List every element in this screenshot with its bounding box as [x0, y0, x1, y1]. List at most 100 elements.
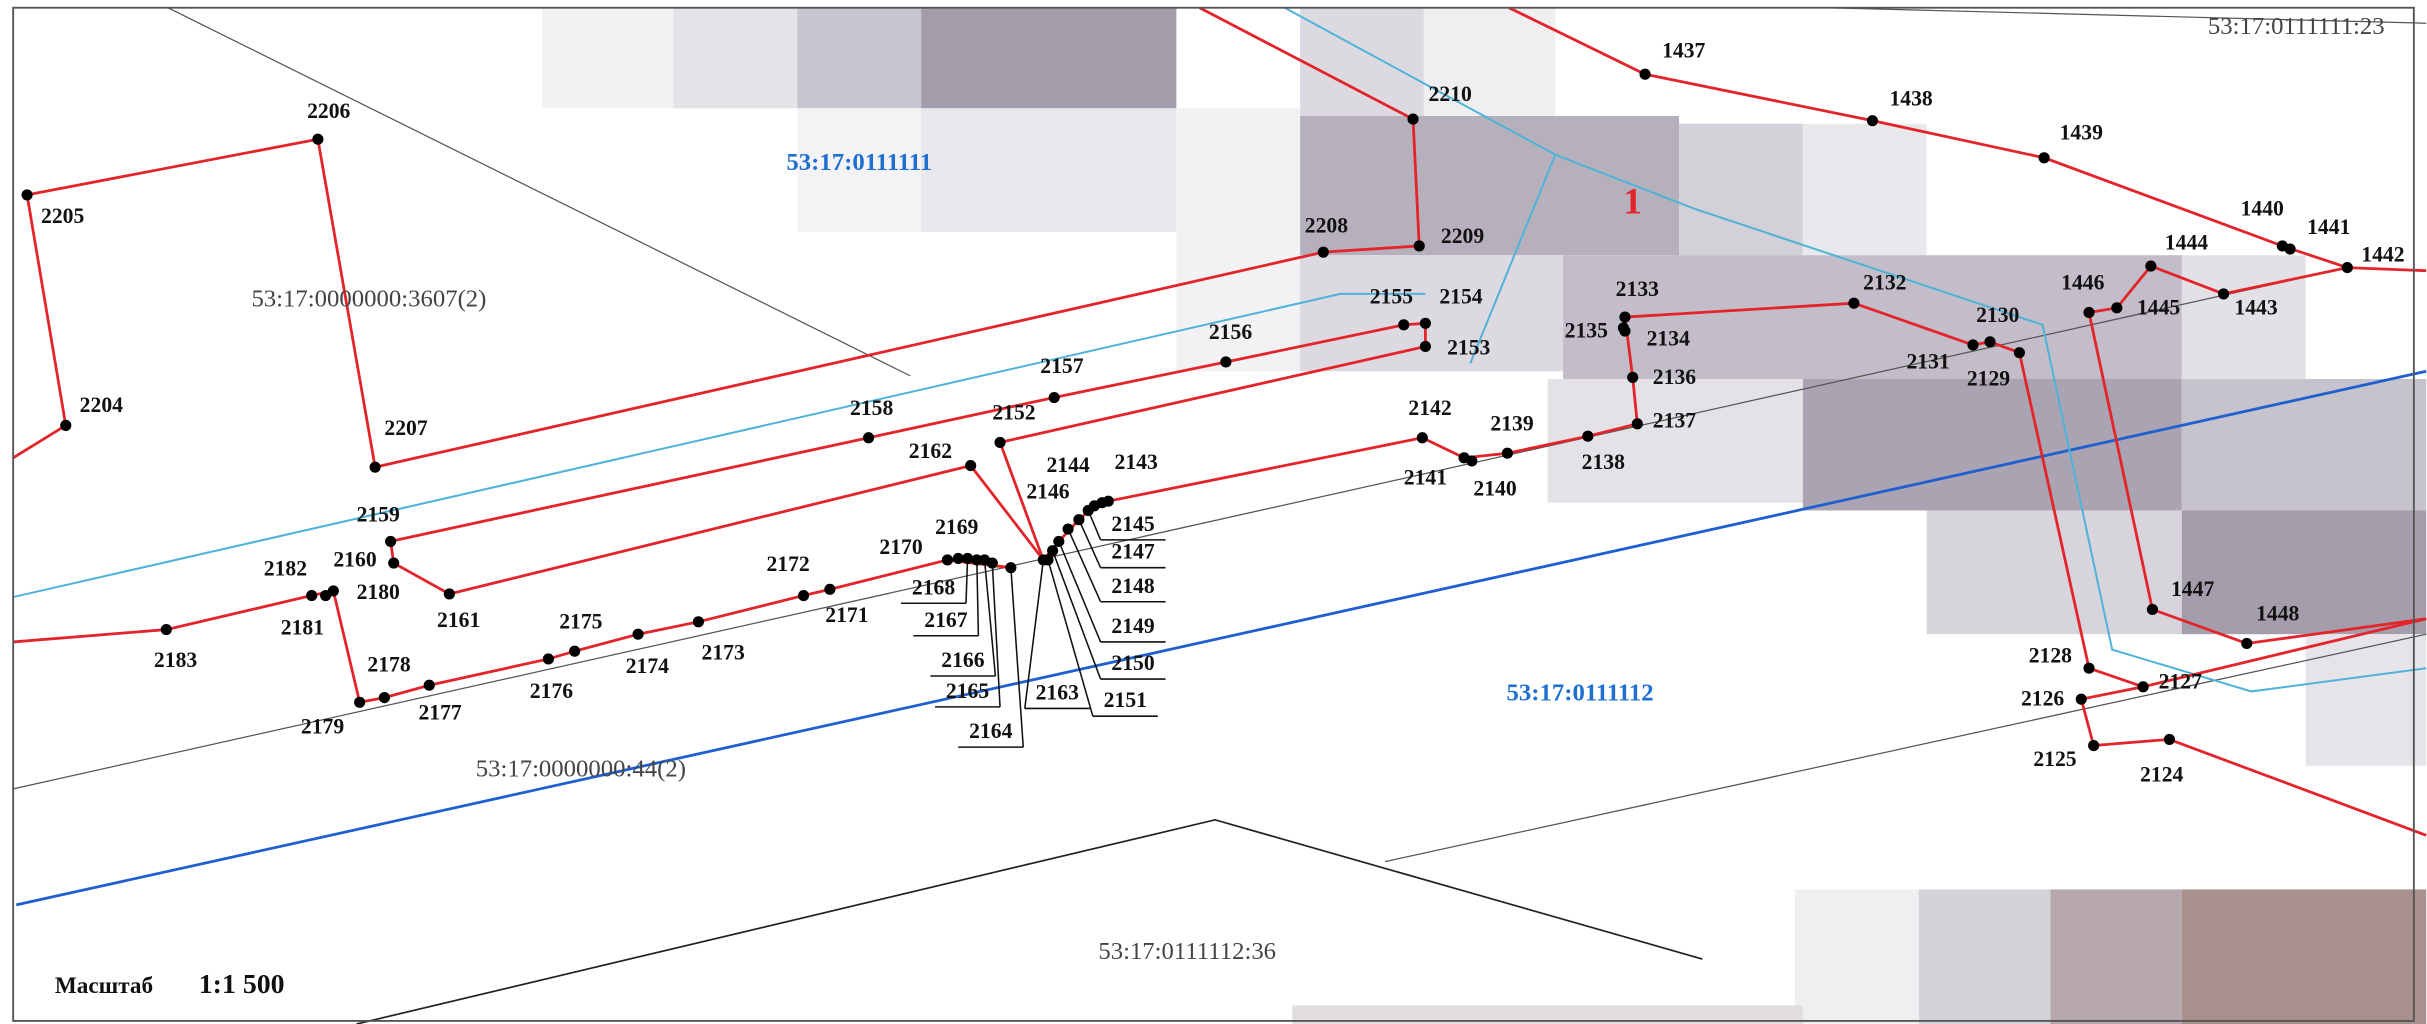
point-dot — [424, 680, 435, 691]
point-label: 2136 — [1653, 365, 1696, 389]
point-label: 2209 — [1441, 224, 1484, 248]
point-dot — [1420, 318, 1431, 329]
point-label: 2129 — [1967, 366, 2010, 390]
point-label: 1443 — [2234, 295, 2277, 319]
parcel-label: 53:17:0000000:44(2) — [476, 756, 686, 783]
point-dot — [1398, 319, 1409, 330]
point-dot — [942, 554, 953, 565]
point-label: 2130 — [1976, 303, 2019, 327]
point-label: 2180 — [357, 580, 400, 604]
point-label: 2204 — [80, 393, 123, 417]
point-dot — [2039, 152, 2050, 163]
scale-value: 1:1 500 — [199, 969, 285, 1000]
point-label: 1446 — [2061, 271, 2104, 295]
point-dot — [2342, 262, 2353, 273]
point-label: 2148 — [1111, 574, 1154, 598]
point-label: 2145 — [1111, 512, 1154, 536]
point-dot — [1049, 392, 1060, 403]
point-dot — [1639, 69, 1650, 80]
point-label: 2205 — [41, 204, 84, 228]
point-label: 2176 — [530, 679, 573, 703]
page: Map html,body{margin:0;padding:0;backgro… — [0, 0, 2427, 1024]
point-label: 2125 — [2033, 747, 2076, 771]
point-label: 2167 — [924, 608, 967, 632]
point-dot — [1867, 115, 1878, 126]
point-label: 2137 — [1653, 408, 1696, 432]
point-dot — [312, 134, 323, 145]
point-dot — [1466, 455, 1477, 466]
point-label: 2179 — [301, 715, 344, 739]
point-label: 2206 — [307, 99, 350, 123]
point-label: 2159 — [357, 503, 400, 527]
point-label: 2144 — [1046, 453, 1089, 477]
point-dot — [798, 590, 809, 601]
parcel-label: 53:17:0111111 — [786, 149, 932, 176]
point-label: 1439 — [2060, 121, 2103, 145]
point-label: 2142 — [1408, 396, 1451, 420]
point-label: 2141 — [1404, 465, 1447, 489]
point-label: 2156 — [1209, 320, 1252, 344]
point-dot — [1984, 336, 1995, 347]
point-dot — [1220, 356, 1231, 367]
point-label: 2160 — [333, 547, 376, 571]
point-dot — [2111, 302, 2122, 313]
point-label: 2147 — [1111, 540, 1154, 564]
point-label: 2210 — [1429, 82, 1472, 106]
point-dot — [379, 692, 390, 703]
point-dot — [1619, 312, 1630, 323]
point-label: 2132 — [1863, 271, 1906, 295]
point-dot — [354, 697, 365, 708]
point-dot — [22, 189, 33, 200]
point-label: 2181 — [281, 616, 324, 640]
point-dot — [1417, 432, 1428, 443]
point-label: 2153 — [1447, 336, 1490, 360]
point-dot — [306, 590, 317, 601]
point-dot — [2083, 307, 2094, 318]
point-label: 1447 — [2171, 577, 2214, 601]
scale-label: Масштаб — [55, 973, 153, 999]
point-label: 2133 — [1616, 277, 1659, 301]
zone-marker: 1 — [1623, 181, 1642, 222]
point-label: 2163 — [1036, 680, 1079, 704]
point-dot — [1063, 523, 1074, 534]
point-label: 2166 — [941, 648, 984, 672]
point-dot — [2014, 347, 2025, 358]
point-label: 2172 — [766, 552, 809, 576]
point-label: 1437 — [1662, 39, 1705, 63]
point-label: 2131 — [1906, 349, 1949, 373]
point-dot — [2218, 288, 2229, 299]
point-dot — [385, 536, 396, 547]
point-label: 2126 — [2021, 687, 2064, 711]
point-label: 2146 — [1026, 479, 1069, 503]
point-label: 2171 — [825, 603, 868, 627]
point-label: 2183 — [154, 648, 197, 672]
point-label: 2164 — [969, 719, 1012, 743]
point-label: 2175 — [559, 609, 602, 633]
point-label: 2124 — [2140, 762, 2183, 786]
point-dot — [1967, 339, 1978, 350]
point-dot — [693, 616, 704, 627]
point-dot — [2076, 694, 2087, 705]
point-dot — [388, 557, 399, 568]
point-label: 2168 — [912, 575, 955, 599]
leader-line — [992, 563, 1000, 707]
point-label: 2182 — [264, 557, 307, 581]
point-label: 1441 — [2307, 215, 2350, 239]
point-label: 2143 — [1115, 450, 1158, 474]
point-label: 2158 — [850, 396, 893, 420]
point-dot — [1083, 505, 1094, 516]
point-label: 2162 — [909, 439, 952, 463]
point-label: 1448 — [2256, 602, 2299, 626]
point-dot — [60, 420, 71, 431]
point-dot — [2088, 740, 2099, 751]
point-dot — [1502, 448, 1513, 459]
point-dot — [994, 437, 1005, 448]
point-dot — [1053, 536, 1064, 547]
point-dot — [444, 588, 455, 599]
point-dot — [2285, 243, 2296, 254]
point-dot — [1318, 247, 1329, 258]
point-dot — [2241, 638, 2252, 649]
point-dot — [1627, 372, 1638, 383]
point-dot — [2083, 663, 2094, 674]
point-label: 1442 — [2361, 243, 2404, 267]
